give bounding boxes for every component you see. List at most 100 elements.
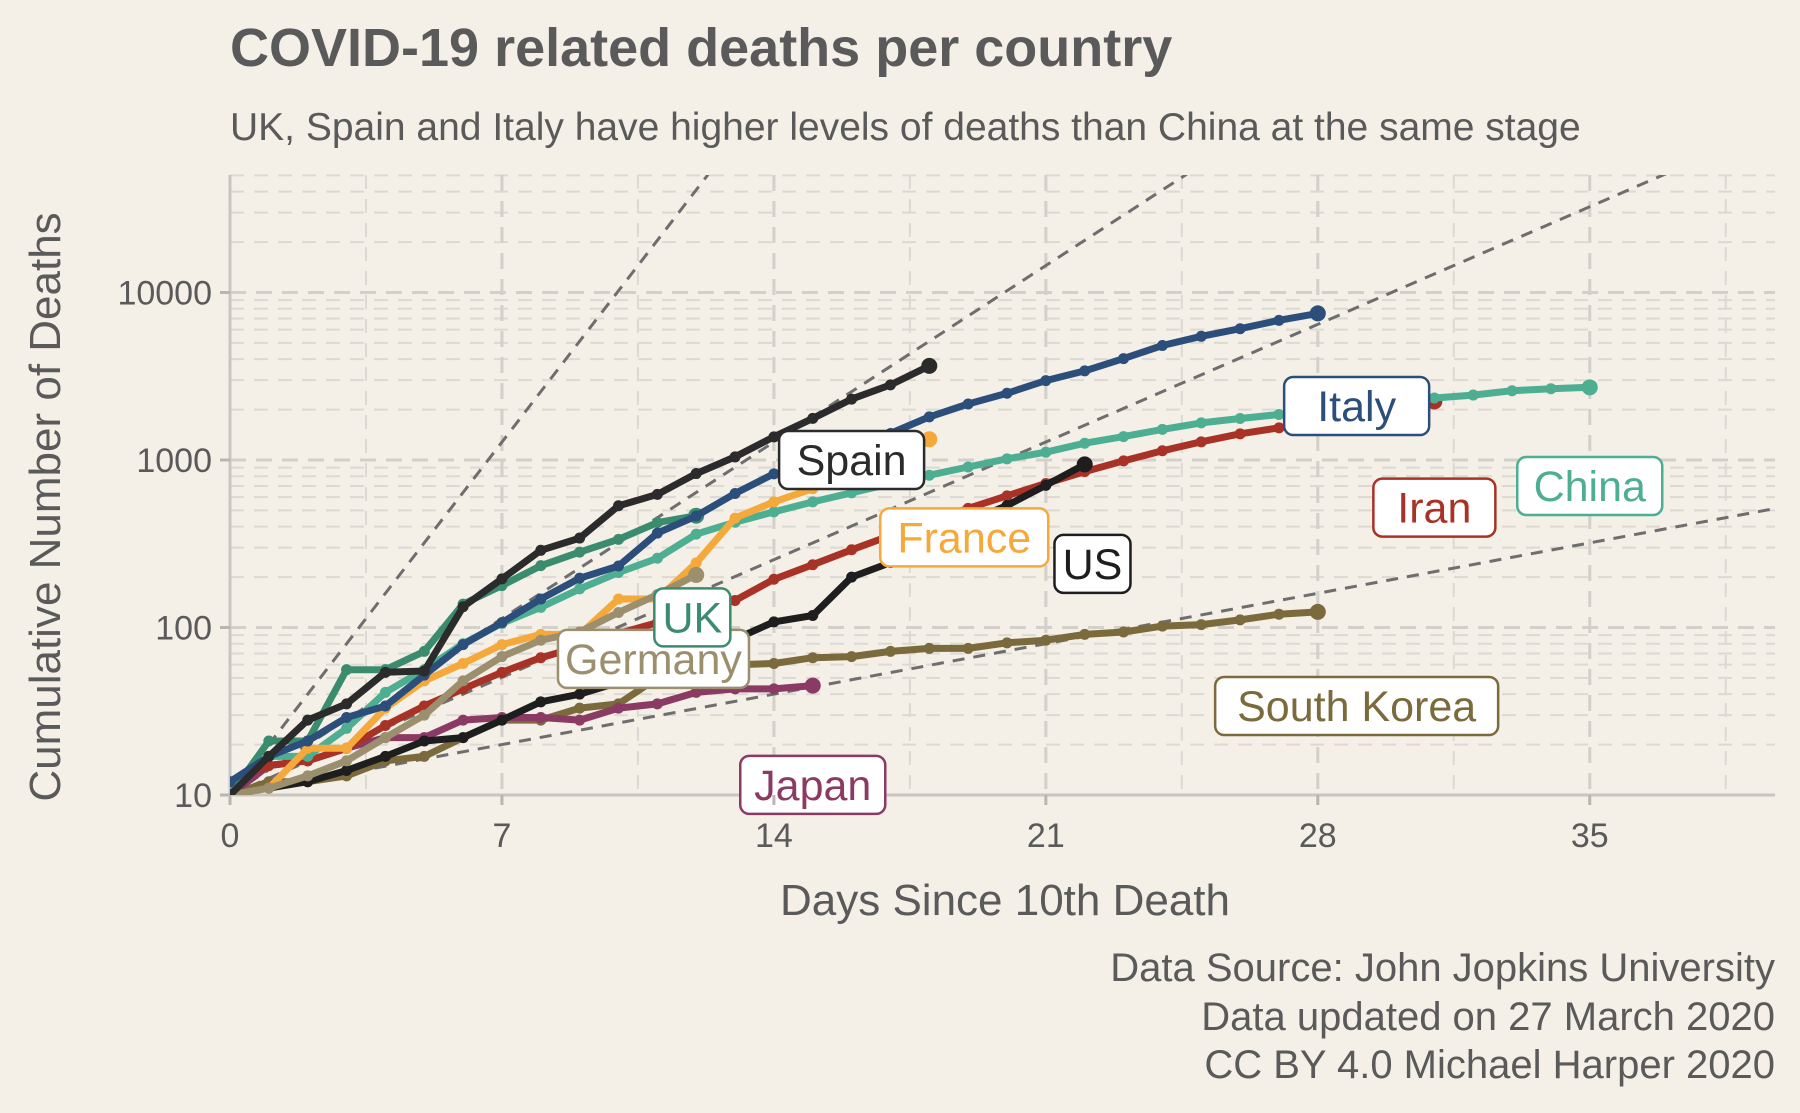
data-point bbox=[1195, 436, 1207, 448]
series-lines bbox=[230, 305, 1598, 795]
reference-line-3-day-doubling bbox=[230, 175, 1667, 795]
data-point bbox=[341, 755, 353, 767]
data-point bbox=[923, 469, 935, 481]
data-point bbox=[496, 617, 508, 629]
data-point bbox=[613, 533, 624, 545]
label-italy: Italy bbox=[1282, 375, 1431, 437]
data-point bbox=[535, 544, 547, 556]
data-point bbox=[768, 616, 780, 628]
data-point bbox=[302, 770, 314, 782]
data-point bbox=[1309, 305, 1326, 322]
label-uk: UK bbox=[653, 587, 732, 648]
data-point bbox=[846, 651, 858, 663]
data-point bbox=[1273, 422, 1285, 434]
data-point bbox=[729, 594, 741, 606]
data-point bbox=[613, 560, 624, 572]
data-point bbox=[535, 634, 547, 646]
data-point bbox=[768, 506, 780, 518]
label-box bbox=[1516, 455, 1664, 517]
data-point bbox=[1001, 387, 1013, 399]
data-point bbox=[1156, 445, 1168, 457]
data-point bbox=[1156, 620, 1168, 632]
series-label: France bbox=[897, 514, 1031, 562]
data-point bbox=[341, 698, 353, 710]
data-point bbox=[651, 527, 663, 539]
x-tick-label: 28 bbox=[1299, 817, 1337, 855]
data-point bbox=[729, 487, 741, 499]
data-point bbox=[379, 700, 391, 712]
data-point bbox=[496, 714, 508, 726]
y-axis-title: Cumulative Number of Deaths bbox=[21, 212, 70, 801]
data-point bbox=[457, 601, 469, 613]
data-point bbox=[1234, 614, 1246, 626]
data-point bbox=[496, 651, 508, 663]
series-line-iran bbox=[230, 398, 1438, 786]
chart-title: COVID-19 related deaths per country bbox=[230, 18, 1172, 78]
data-point bbox=[884, 379, 896, 391]
data-point bbox=[962, 461, 974, 473]
data-point bbox=[1273, 314, 1285, 326]
data-point bbox=[341, 765, 353, 777]
data-point bbox=[1234, 428, 1246, 440]
caption-updated: Data updated on 27 March 2020 bbox=[1201, 995, 1775, 1039]
data-point bbox=[690, 468, 702, 480]
data-point bbox=[729, 512, 741, 524]
data-point bbox=[846, 544, 858, 556]
data-point bbox=[613, 606, 624, 618]
x-axis-ticks: 0 7 14 21 28 35 bbox=[221, 795, 1609, 855]
data-point bbox=[807, 496, 819, 508]
data-point bbox=[1428, 392, 1440, 404]
data-point bbox=[768, 431, 780, 443]
data-point bbox=[690, 686, 702, 698]
data-point bbox=[574, 688, 586, 700]
data-point bbox=[768, 496, 780, 508]
data-point bbox=[379, 686, 391, 698]
data-point bbox=[613, 702, 624, 714]
data-point bbox=[496, 573, 508, 585]
data-point bbox=[379, 732, 391, 744]
data-point bbox=[263, 782, 275, 794]
data-point bbox=[230, 776, 236, 788]
data-point bbox=[651, 517, 663, 529]
series-line-france bbox=[230, 435, 933, 795]
data-point bbox=[379, 719, 391, 731]
data-point bbox=[457, 714, 469, 726]
data-point bbox=[535, 696, 547, 708]
label-box bbox=[777, 429, 926, 491]
data-point bbox=[535, 652, 547, 664]
series-label: South Korea bbox=[1237, 683, 1476, 731]
data-point bbox=[379, 750, 391, 762]
label-south-korea: South Korea bbox=[1213, 675, 1500, 737]
y-tick-label: 100 bbox=[155, 610, 212, 648]
series-label: Italy bbox=[1317, 383, 1396, 431]
data-point bbox=[263, 735, 275, 747]
data-point bbox=[962, 642, 974, 654]
data-point bbox=[1040, 634, 1052, 646]
data-point bbox=[921, 357, 938, 374]
x-tick-label: 7 bbox=[492, 817, 511, 855]
data-point bbox=[1581, 379, 1598, 396]
data-point bbox=[574, 583, 586, 595]
data-point bbox=[768, 573, 780, 585]
data-point bbox=[379, 666, 391, 678]
data-point bbox=[804, 677, 821, 694]
label-japan: Japan bbox=[739, 754, 887, 816]
data-point bbox=[768, 683, 780, 695]
data-point bbox=[457, 639, 469, 651]
x-tick-label: 14 bbox=[755, 817, 793, 855]
data-point bbox=[807, 609, 819, 621]
data-point bbox=[574, 714, 586, 726]
data-point bbox=[496, 666, 508, 678]
data-point bbox=[457, 675, 469, 687]
data-point bbox=[923, 642, 935, 654]
series-label: US bbox=[1063, 541, 1123, 589]
data-point bbox=[574, 532, 586, 544]
reference-line-2-day-doubling bbox=[230, 175, 1189, 795]
data-point bbox=[1545, 383, 1557, 395]
label-box bbox=[653, 587, 732, 648]
data-point bbox=[1273, 409, 1285, 421]
data-point bbox=[1118, 455, 1130, 467]
data-point bbox=[962, 398, 974, 410]
x-tick-label: 35 bbox=[1571, 817, 1609, 855]
data-point bbox=[1234, 323, 1246, 335]
